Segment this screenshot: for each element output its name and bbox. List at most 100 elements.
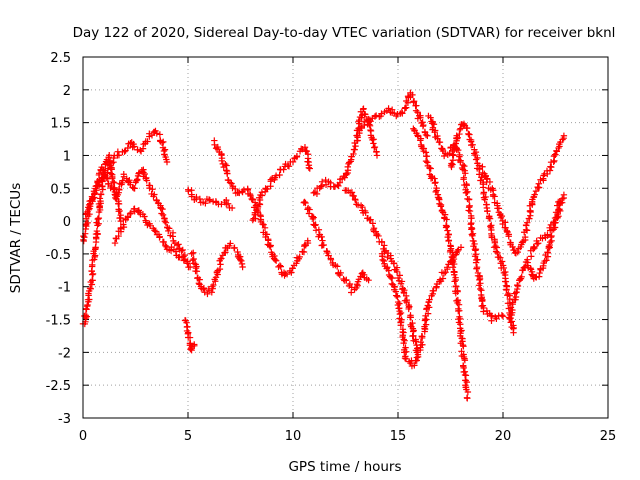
y-tick-label: -1 xyxy=(58,281,71,296)
data-point xyxy=(358,124,365,132)
data-point xyxy=(371,144,378,151)
x-axis-title: GPS time / hours xyxy=(288,459,401,475)
data-point xyxy=(124,144,131,152)
data-point xyxy=(438,207,446,215)
data-point xyxy=(285,163,293,170)
series-Q xyxy=(447,120,517,336)
data-point xyxy=(375,232,382,240)
data-point xyxy=(444,233,451,241)
data-point xyxy=(162,219,170,226)
data-point xyxy=(226,179,234,186)
data-point xyxy=(466,207,474,215)
data-point xyxy=(397,322,405,329)
data-point xyxy=(160,238,168,246)
y-tick-label: 1 xyxy=(63,149,71,164)
data-point xyxy=(83,313,91,320)
data-point xyxy=(417,137,424,144)
data-point xyxy=(498,258,506,265)
data-point xyxy=(468,225,476,232)
series-E xyxy=(181,317,198,354)
data-point xyxy=(536,269,543,277)
data-point xyxy=(202,200,209,207)
data-point xyxy=(430,121,438,128)
data-point xyxy=(437,201,445,209)
data-point xyxy=(419,122,427,130)
data-point xyxy=(402,104,409,111)
data-point xyxy=(373,152,381,159)
data-point xyxy=(283,270,291,278)
data-point xyxy=(304,158,311,165)
series-M xyxy=(353,89,431,139)
data-point xyxy=(352,142,359,150)
data-point xyxy=(296,253,303,261)
data-point xyxy=(525,215,533,222)
data-point xyxy=(302,199,309,207)
data-point xyxy=(127,140,134,147)
data-point xyxy=(261,224,269,232)
data-point xyxy=(97,190,105,198)
data-point xyxy=(252,209,259,217)
data-point xyxy=(506,311,514,319)
data-point xyxy=(469,141,476,148)
data-point xyxy=(350,150,357,158)
data-point xyxy=(144,138,151,145)
data-point xyxy=(163,158,171,166)
series-O xyxy=(410,125,472,402)
data-point xyxy=(451,278,458,285)
data-point xyxy=(498,312,506,319)
data-point xyxy=(89,277,96,284)
data-point xyxy=(365,276,372,284)
data-point xyxy=(439,275,447,282)
data-point xyxy=(141,170,148,178)
data-point xyxy=(351,146,358,153)
y-tick-label: 2.5 xyxy=(50,51,71,66)
data-point xyxy=(218,157,225,164)
data-point xyxy=(342,277,350,284)
data-point xyxy=(304,237,311,244)
data-point xyxy=(160,138,167,146)
data-point xyxy=(370,140,377,147)
data-point xyxy=(149,186,156,193)
data-point xyxy=(115,152,123,159)
data-point xyxy=(85,204,92,211)
data-point xyxy=(238,260,246,268)
data-point xyxy=(152,228,159,235)
data-point xyxy=(196,195,204,203)
y-tick-label: -0.5 xyxy=(46,248,71,263)
data-point xyxy=(158,210,165,217)
data-point xyxy=(492,248,500,255)
x-tick-label: 5 xyxy=(184,429,192,444)
data-point xyxy=(379,256,386,264)
data-point xyxy=(503,286,510,294)
data-point xyxy=(463,124,471,132)
data-point xyxy=(452,290,459,297)
data-point xyxy=(443,216,450,223)
y-tick-label: -2 xyxy=(58,346,71,361)
data-point xyxy=(545,243,553,250)
data-point xyxy=(217,261,224,268)
data-point xyxy=(189,257,196,264)
data-point xyxy=(165,227,172,235)
y-tick-label: -3 xyxy=(58,412,71,427)
data-point xyxy=(211,141,218,149)
data-point xyxy=(440,270,448,277)
data-point xyxy=(200,284,208,292)
data-point xyxy=(461,357,469,364)
y-tick-label: -2.5 xyxy=(46,379,71,394)
data-point xyxy=(141,213,148,220)
data-point xyxy=(223,167,230,174)
data-point xyxy=(205,196,213,203)
data-point xyxy=(120,221,127,228)
data-point xyxy=(227,240,234,247)
data-point xyxy=(460,174,468,181)
data-point xyxy=(310,214,317,221)
data-point xyxy=(276,262,284,269)
data-point xyxy=(131,205,138,212)
series-H xyxy=(211,137,312,279)
data-point xyxy=(424,310,432,317)
data-point xyxy=(477,285,484,293)
data-point xyxy=(236,189,243,197)
data-point xyxy=(455,307,462,315)
data-point xyxy=(315,226,323,233)
